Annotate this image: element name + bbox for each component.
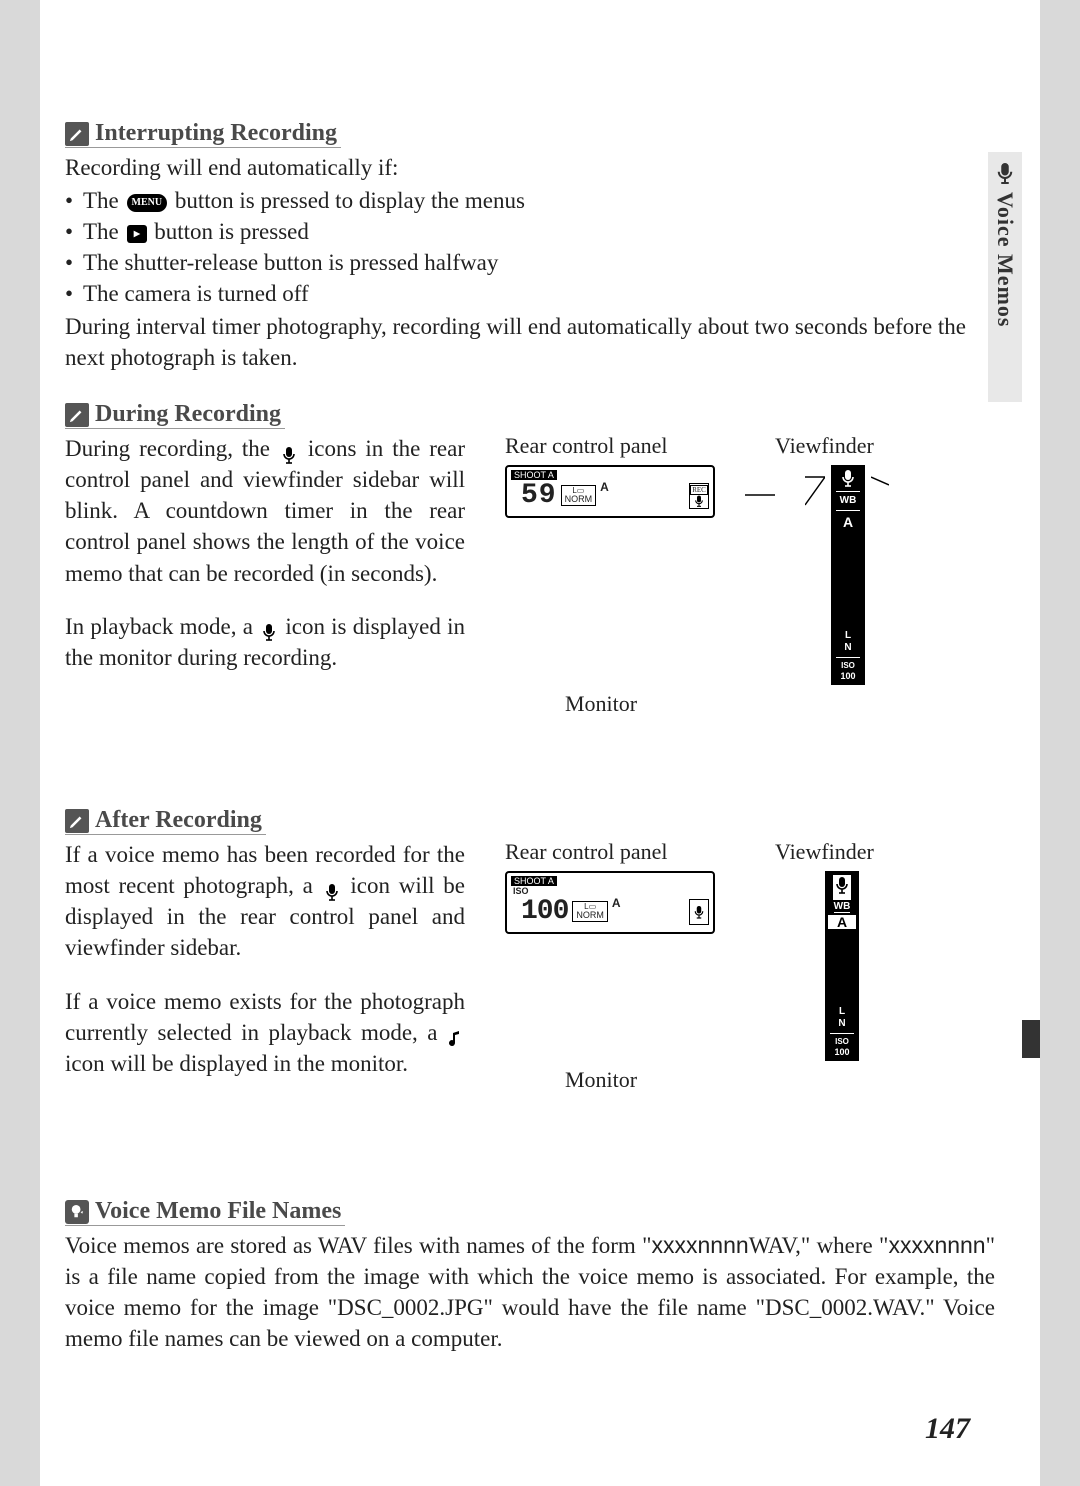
tip-icon <box>65 1200 89 1224</box>
paragraph: During recording, the icons in the rear … <box>65 433 465 588</box>
section-title: Interrupting Recording <box>95 120 337 147</box>
rec-mic-icon: REC <box>689 483 709 509</box>
paragraph: If a voice memo has been recorded for th… <box>65 839 465 963</box>
section-title: After Recording <box>95 807 262 834</box>
pencil-icon <box>65 809 89 833</box>
bullet-list: The MENU button is pressed to display th… <box>65 185 995 309</box>
label-viewfinder: Viewfinder <box>775 839 874 865</box>
label-rear-panel: Rear control panel <box>505 433 725 459</box>
paragraph: In playback mode, a icon is displayed in… <box>65 611 465 673</box>
thumb-index-bar <box>1022 1020 1040 1058</box>
paragraph: Voice memos are stored as WAV files with… <box>65 1230 995 1354</box>
section-after: After Recording If a voice memo has been… <box>65 807 995 1093</box>
rear-control-panel-graphic: SHOOT A 59 L▭ NORM A REC <box>505 465 715 518</box>
diagram-after: Rear control panel Viewfinder SHOOT A IS… <box>505 839 995 1093</box>
rcp-number: 100 <box>511 896 568 927</box>
section-title: Voice Memo File Names <box>95 1198 341 1225</box>
rear-control-panel-graphic: SHOOT A ISO 100 L▭ NORM A <box>505 871 715 934</box>
label-rear-panel: Rear control panel <box>505 839 725 865</box>
viewfinder-strip-graphic: WB A L N ISO 100 <box>831 465 865 685</box>
pointer-line <box>745 475 775 515</box>
bullet-item: The MENU button is pressed to display th… <box>65 185 995 216</box>
bullet-item: The camera is turned off <box>65 278 995 309</box>
section-interrupting: Interrupting Recording Recording will en… <box>65 120 995 373</box>
mic-icon <box>834 876 850 894</box>
bullet-item: The button is pressed <box>65 216 995 247</box>
pointer-line <box>871 465 889 505</box>
tail-text: During interval timer photography, recor… <box>65 311 995 373</box>
mic-icon <box>995 160 1015 186</box>
section-title: During Recording <box>95 401 281 428</box>
note-icon <box>449 1024 463 1044</box>
page-number: 147 <box>925 1412 970 1446</box>
pointer-line <box>805 465 825 515</box>
mic-icon <box>840 469 856 487</box>
label-viewfinder: Viewfinder <box>775 433 874 459</box>
mic-icon <box>261 618 277 638</box>
menu-button-icon: MENU <box>127 194 168 212</box>
playback-button-icon <box>127 225 147 243</box>
viewfinder-strip-graphic: WB A L N ISO 100 <box>825 871 859 1061</box>
section-filenames: Voice Memo File Names Voice memos are st… <box>65 1198 995 1354</box>
label-monitor: Monitor <box>565 691 995 717</box>
label-monitor: Monitor <box>565 1067 995 1093</box>
paragraph: If a voice memo exists for the photograp… <box>65 986 465 1079</box>
intro-text: Recording will end automatically if: <box>65 152 995 183</box>
memo-mic-icon <box>689 899 709 925</box>
manual-page: Voice Memos Interrupting Recording Recor… <box>40 0 1040 1486</box>
mic-icon <box>324 878 340 898</box>
mic-icon <box>281 441 297 461</box>
pencil-icon <box>65 403 89 427</box>
rcp-number: 59 <box>511 480 557 511</box>
side-tab-label: Voice Memos <box>992 192 1018 327</box>
section-during: During Recording During recording, the i… <box>65 401 995 717</box>
diagram-during: Rear control panel Viewfinder SHOOT A 59… <box>505 433 995 717</box>
bullet-item: The shutter-release button is pressed ha… <box>65 247 995 278</box>
pencil-icon <box>65 122 89 146</box>
